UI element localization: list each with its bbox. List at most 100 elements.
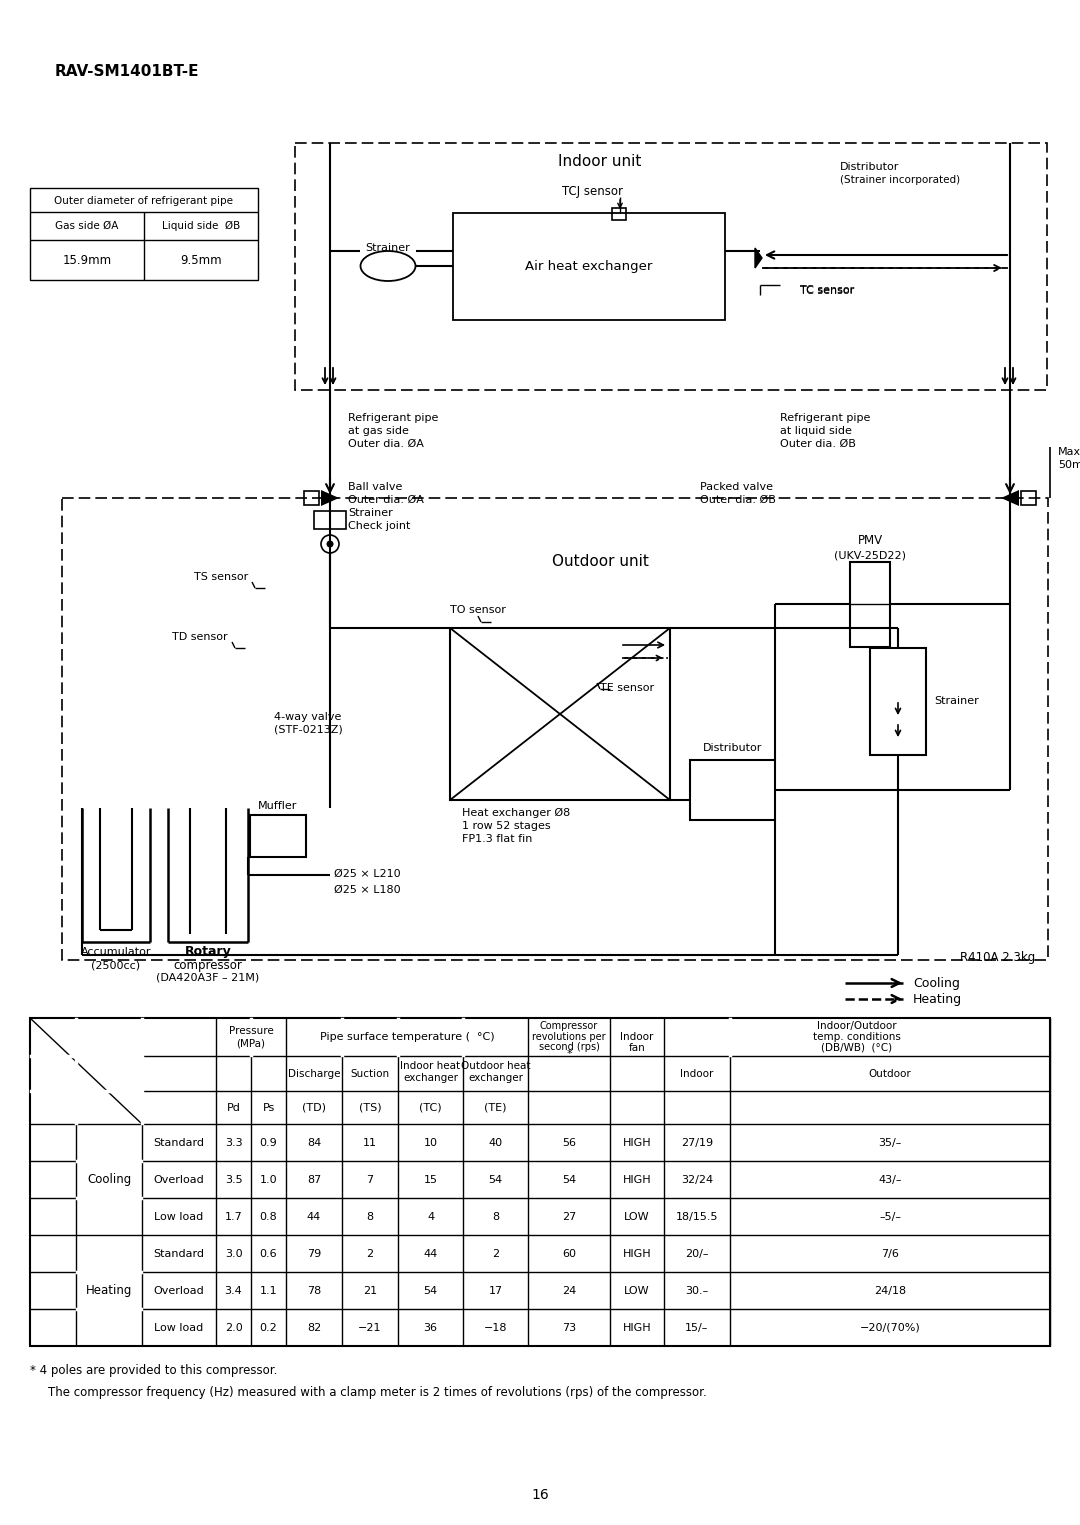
Text: second (rps): second (rps) — [539, 1042, 599, 1052]
Text: 36: 36 — [423, 1324, 437, 1333]
Text: 35/–: 35/– — [878, 1138, 902, 1148]
Text: Distributor: Distributor — [840, 162, 900, 172]
Text: TS sensor: TS sensor — [193, 572, 248, 583]
Text: HIGH: HIGH — [623, 1324, 651, 1333]
Text: 2: 2 — [366, 1249, 374, 1260]
Text: Liquid side  ØB: Liquid side ØB — [162, 221, 240, 232]
Text: Indoor unit: Indoor unit — [558, 154, 642, 169]
Text: 7: 7 — [366, 1174, 374, 1185]
Text: 21: 21 — [363, 1286, 377, 1296]
Text: 8: 8 — [491, 1212, 499, 1222]
Text: Pd: Pd — [227, 1103, 241, 1113]
Text: (Strainer incorporated): (Strainer incorporated) — [840, 175, 960, 185]
Text: 43/–: 43/– — [878, 1174, 902, 1185]
Text: 3.4: 3.4 — [225, 1286, 242, 1296]
Text: Outer dia. ØB: Outer dia. ØB — [700, 496, 775, 505]
Text: Distributor: Distributor — [703, 743, 762, 753]
Text: 3.0: 3.0 — [225, 1249, 242, 1260]
Text: Overload: Overload — [153, 1174, 204, 1185]
Text: 3.5: 3.5 — [225, 1174, 242, 1185]
Text: 18/15.5: 18/15.5 — [676, 1212, 718, 1222]
Text: *: * — [566, 1049, 571, 1058]
Text: (MPa): (MPa) — [237, 1039, 266, 1049]
Text: 44: 44 — [307, 1212, 321, 1222]
Text: Ball valve: Ball valve — [348, 482, 403, 493]
Bar — [450, 628, 670, 801]
Bar — [690, 759, 775, 820]
Text: Outdoor: Outdoor — [868, 1069, 912, 1080]
Text: Outdoor unit: Outdoor unit — [552, 555, 648, 569]
Text: Heating: Heating — [85, 1284, 132, 1296]
Text: 16: 16 — [531, 1488, 549, 1502]
Text: compressor: compressor — [174, 959, 242, 971]
Text: −20/(70%): −20/(70%) — [860, 1324, 920, 1333]
Text: * 4 poles are provided to this compressor.: * 4 poles are provided to this compresso… — [30, 1363, 278, 1377]
Text: Outer dia. ØA: Outer dia. ØA — [348, 439, 423, 448]
Text: Max.: Max. — [1058, 447, 1080, 458]
Text: Pipe surface temperature (  °C): Pipe surface temperature ( °C) — [320, 1032, 495, 1042]
Polygon shape — [321, 490, 339, 506]
Text: 4-way valve: 4-way valve — [274, 712, 341, 721]
Text: 10: 10 — [423, 1138, 437, 1148]
Text: 1.1: 1.1 — [259, 1286, 278, 1296]
Text: 11: 11 — [363, 1138, 377, 1148]
Text: R410A 2.3kg: R410A 2.3kg — [960, 952, 1035, 964]
Text: Suction: Suction — [350, 1069, 390, 1080]
Text: 54: 54 — [488, 1174, 502, 1185]
Text: temp. conditions: temp. conditions — [813, 1032, 901, 1042]
Text: 9.5mm: 9.5mm — [180, 253, 221, 267]
Text: 78: 78 — [307, 1286, 321, 1296]
Text: 84: 84 — [307, 1138, 321, 1148]
Bar — [314, 511, 346, 529]
Text: −21: −21 — [359, 1324, 381, 1333]
Text: TC sensor: TC sensor — [800, 285, 854, 294]
Text: Gas side ØA: Gas side ØA — [55, 221, 119, 230]
Text: 1 row 52 stages: 1 row 52 stages — [462, 820, 551, 831]
Text: (UKV-25D22): (UKV-25D22) — [834, 551, 906, 560]
Circle shape — [321, 535, 339, 554]
Text: (TS): (TS) — [359, 1103, 381, 1113]
Text: Indoor/Outdoor: Indoor/Outdoor — [818, 1022, 896, 1031]
Text: 50m: 50m — [1058, 461, 1080, 470]
Text: 30.–: 30.– — [686, 1286, 708, 1296]
Text: at gas side: at gas side — [348, 425, 409, 436]
Text: HIGH: HIGH — [623, 1138, 651, 1148]
Text: (DB/WB)  (°C): (DB/WB) (°C) — [822, 1043, 892, 1052]
Bar — [612, 207, 626, 220]
Text: 0.2: 0.2 — [259, 1324, 278, 1333]
Text: Accumulator: Accumulator — [81, 947, 151, 958]
Text: 1.7: 1.7 — [225, 1212, 242, 1222]
Text: 2: 2 — [491, 1249, 499, 1260]
Text: 87: 87 — [307, 1174, 321, 1185]
Text: TCJ sensor: TCJ sensor — [563, 186, 623, 198]
Text: PMV: PMV — [858, 534, 882, 547]
Text: Compressor: Compressor — [540, 1022, 598, 1031]
Text: 15: 15 — [423, 1174, 437, 1185]
Text: 24: 24 — [562, 1286, 576, 1296]
Bar — [870, 648, 926, 755]
Text: 79: 79 — [307, 1249, 321, 1260]
Text: Air heat exchanger: Air heat exchanger — [525, 259, 652, 273]
Text: Standard: Standard — [153, 1249, 204, 1260]
Text: 1.0: 1.0 — [259, 1174, 278, 1185]
Bar — [249, 814, 306, 857]
Text: Refrigerant pipe: Refrigerant pipe — [780, 413, 870, 422]
Bar — [30, 188, 258, 281]
Text: The compressor frequency (Hz) measured with a clamp meter is 2 times of revoluti: The compressor frequency (Hz) measured w… — [48, 1386, 706, 1398]
Text: 27/19: 27/19 — [680, 1138, 713, 1148]
Text: 27: 27 — [562, 1212, 576, 1222]
Text: TE sensor: TE sensor — [600, 683, 654, 692]
Text: (STF-0213Z): (STF-0213Z) — [273, 724, 342, 735]
Text: 7/6: 7/6 — [881, 1249, 899, 1260]
Text: at liquid side: at liquid side — [780, 425, 852, 436]
Text: Packed valve: Packed valve — [700, 482, 773, 493]
Text: Ø25 × L210: Ø25 × L210 — [334, 869, 401, 878]
Text: Low load: Low load — [154, 1212, 204, 1222]
Bar — [850, 563, 890, 647]
Text: Cooling: Cooling — [913, 976, 960, 990]
Text: 0.6: 0.6 — [259, 1249, 278, 1260]
Text: 73: 73 — [562, 1324, 576, 1333]
Text: 8: 8 — [366, 1212, 374, 1222]
Text: 0.9: 0.9 — [259, 1138, 278, 1148]
Text: Pressure: Pressure — [229, 1026, 273, 1035]
